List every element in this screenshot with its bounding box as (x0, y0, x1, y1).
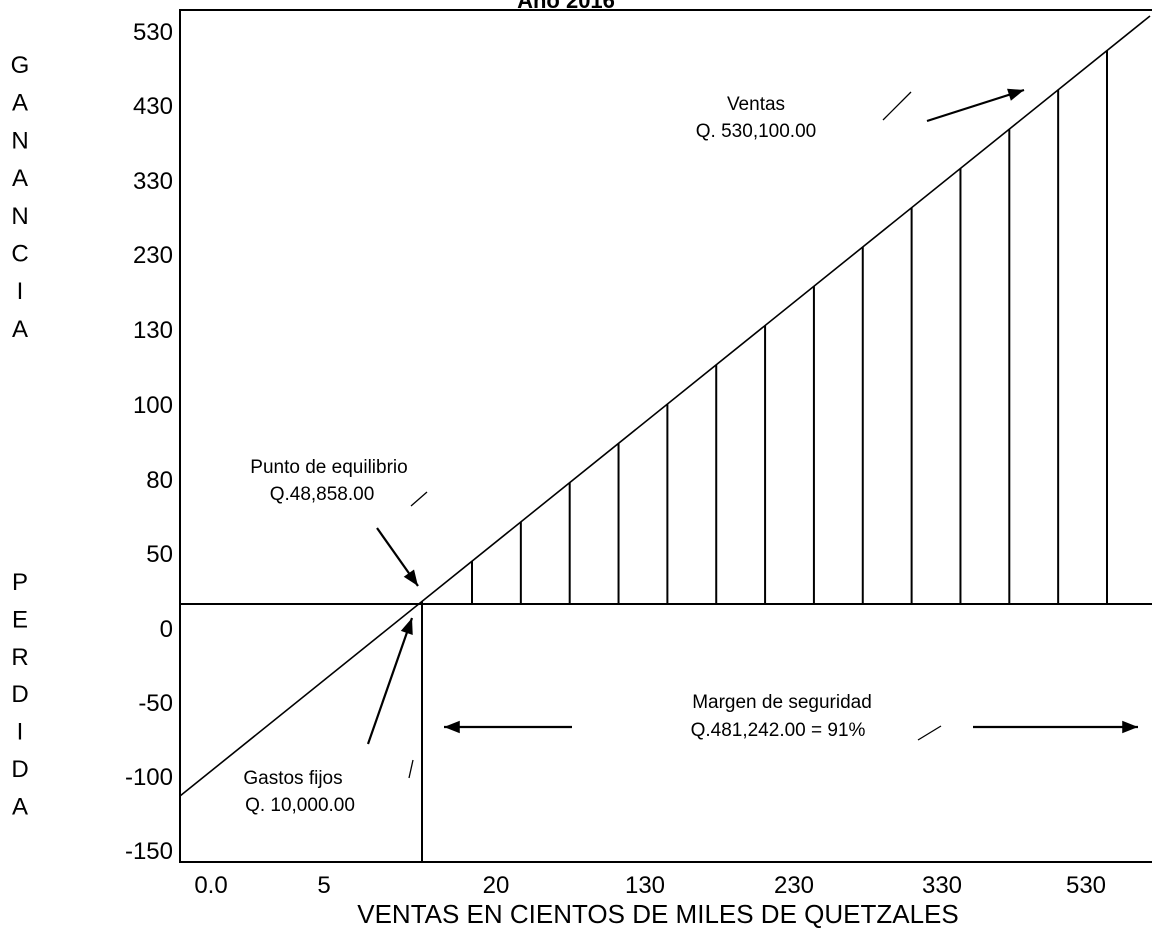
slash-mark (409, 760, 413, 778)
break-even-arrow-head (404, 569, 418, 586)
fixed-costs-arrow-head (401, 618, 413, 635)
x-tick-label: 230 (774, 872, 814, 899)
y-tick-label: 530 (133, 19, 173, 46)
y-axis-letter-perdida: A (12, 793, 28, 820)
slash-mark (411, 492, 427, 506)
fixed-costs-arrow (368, 618, 412, 744)
y-tick-label: 330 (133, 168, 173, 195)
y-axis-letter-perdida: R (11, 644, 28, 671)
annotation-break-even-label: Punto de equilibrio (250, 457, 407, 478)
y-tick-label: 230 (133, 242, 173, 269)
annotation-ventas-value: Q. 530,100.00 (696, 121, 816, 142)
plot-frame (180, 10, 1152, 862)
y-tick-label: 50 (146, 541, 173, 568)
x-axis-title: VENTAS EN CIENTOS DE MILES DE QUETZALES (357, 899, 959, 929)
y-axis-letter-ganancia: C (11, 241, 28, 268)
safety-margin-right-arrow-head (1122, 721, 1138, 734)
y-tick-label: 430 (133, 93, 173, 120)
y-tick-labels: 530 430 330 230 130 100 80 50 0 -50 -100 -150 (125, 19, 173, 865)
annotation-ventas-label: Ventas (727, 94, 785, 115)
sales-line (180, 16, 1150, 796)
y-tick-label: 100 (133, 392, 173, 419)
chart-title: Año 2016 (517, 0, 615, 13)
annotation-fixed-costs-value: Q. 10,000.00 (245, 795, 355, 816)
slash-mark (918, 726, 941, 740)
y-axis-letter-ganancia: I (17, 278, 24, 305)
y-axis-letter-ganancia: A (12, 90, 28, 117)
y-tick-label: 80 (146, 467, 173, 494)
x-tick-label: 130 (625, 872, 665, 899)
x-tick-label: 530 (1066, 872, 1106, 899)
y-tick-label: -100 (125, 764, 173, 791)
y-axis-letter-perdida: I (17, 719, 24, 746)
y-tick-label: -150 (125, 838, 173, 865)
x-tick-label: 330 (922, 872, 962, 899)
y-axis-letter-perdida: E (12, 606, 28, 633)
safety-margin-left-arrow-head (444, 721, 460, 734)
y-axis-letter-ganancia: N (11, 203, 28, 230)
y-tick-label: 0 (160, 616, 173, 643)
x-tick-label: 0.0 (194, 872, 227, 899)
slash-mark (883, 92, 911, 120)
annotation-safety-margin-value: Q.481,242.00 = 91% (691, 720, 866, 741)
annotation-break-even-value: Q.48,858.00 (270, 484, 375, 505)
ventas-arrow-head (1007, 89, 1024, 101)
x-tick-label: 5 (317, 872, 330, 899)
y-axis-letter-ganancia: A (12, 316, 28, 343)
sales-series (180, 16, 1150, 862)
y-tick-label: 130 (133, 317, 173, 344)
annotation-arrows (368, 89, 1138, 778)
y-axis-letter-ganancia: A (12, 165, 28, 192)
y-axis-letter-ganancia: N (11, 127, 28, 154)
y-tick-label: -50 (138, 690, 173, 717)
y-axis-letter-ganancia: G (11, 52, 30, 79)
x-tick-label: 20 (483, 872, 510, 899)
y-axis-letter-perdida: D (11, 681, 28, 708)
y-axis-letter-perdida: D (11, 756, 28, 783)
annotation-fixed-costs-label: Gastos fijos (243, 768, 342, 789)
y-axis-letter-perdida: P (12, 569, 28, 596)
annotation-safety-margin-label: Margen de seguridad (692, 692, 872, 713)
plot-border (180, 10, 1152, 862)
x-tick-labels: 0.0 5 20 130 230 330 530 (194, 872, 1106, 899)
